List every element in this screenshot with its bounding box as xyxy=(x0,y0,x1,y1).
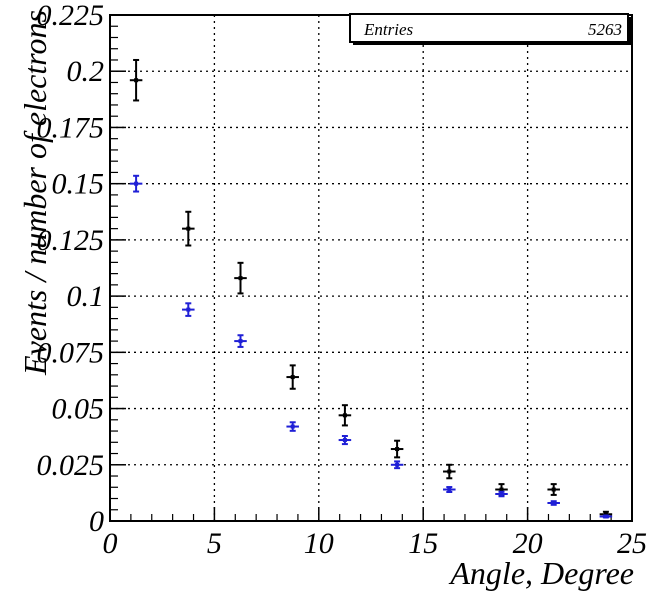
series-2 xyxy=(129,174,613,519)
y-tick-label: 0.05 xyxy=(52,393,105,426)
y-tick-label: 0.225 xyxy=(37,0,105,32)
y-tick-label: 0.1 xyxy=(67,280,105,313)
axis-ticks xyxy=(109,14,633,522)
data-point xyxy=(338,434,352,446)
marker xyxy=(551,501,556,506)
data-point xyxy=(443,486,456,493)
data-point xyxy=(182,302,195,317)
y-axis-title: Events / number of electrons xyxy=(17,10,53,376)
data-point xyxy=(234,261,247,295)
marker xyxy=(447,487,452,492)
marker xyxy=(134,78,139,83)
plot-frame xyxy=(109,14,633,522)
marker xyxy=(342,438,347,443)
data-point xyxy=(129,174,143,193)
y-tick-label: 0.075 xyxy=(37,336,105,369)
data-point xyxy=(547,483,560,496)
y-tick-label: 0.15 xyxy=(52,168,105,201)
x-tick-label: 15 xyxy=(408,527,438,560)
marker xyxy=(395,462,400,467)
y-tick-label: 0.2 xyxy=(67,55,105,88)
data-point xyxy=(547,500,560,506)
x-tick-label: 20 xyxy=(513,527,543,560)
y-tick-label: 0.025 xyxy=(37,449,105,482)
series-1 xyxy=(129,58,613,518)
marker xyxy=(290,424,295,429)
data-point xyxy=(286,421,299,432)
marker xyxy=(395,447,400,452)
y-tick-label: 0 xyxy=(89,505,104,538)
x-tick-label: 5 xyxy=(207,527,222,560)
marker xyxy=(186,307,191,312)
tick-labels: 0 5 10 15 20 25 0 0.025 0.05 0.075 0.1 0.125 0.15 0.1… xyxy=(37,0,648,560)
stats-entries-value: 5263 xyxy=(588,20,622,39)
data-point xyxy=(286,364,299,390)
data-point xyxy=(599,514,613,519)
marker xyxy=(603,512,608,517)
marker xyxy=(134,181,139,186)
marker xyxy=(238,276,243,281)
data-point xyxy=(390,460,404,470)
grid xyxy=(110,15,632,521)
x-axis-title: Angle, Degree xyxy=(448,555,634,591)
data-point xyxy=(443,463,456,480)
data-point xyxy=(390,439,404,459)
x-tick-label: 10 xyxy=(304,527,334,560)
marker xyxy=(603,514,608,519)
marker xyxy=(499,492,504,497)
y-tick-label: 0.175 xyxy=(37,111,105,144)
x-tick-label: 0 xyxy=(103,527,118,560)
marker xyxy=(186,226,191,231)
stats-box: Entries 5263 xyxy=(349,13,631,45)
y-tick-label: 0.125 xyxy=(37,224,105,257)
x-tick-label: 25 xyxy=(617,527,647,560)
marker xyxy=(551,487,556,492)
data-point xyxy=(495,490,508,498)
marker xyxy=(342,413,347,418)
marker xyxy=(290,375,295,380)
data-point xyxy=(338,404,352,427)
data-point xyxy=(182,210,195,247)
stats-entries-label: Entries xyxy=(363,20,413,39)
marker xyxy=(238,339,243,344)
marker xyxy=(447,469,452,474)
data-point xyxy=(129,58,143,102)
data-point xyxy=(234,334,247,348)
data-points xyxy=(129,58,613,519)
marker xyxy=(499,487,504,492)
